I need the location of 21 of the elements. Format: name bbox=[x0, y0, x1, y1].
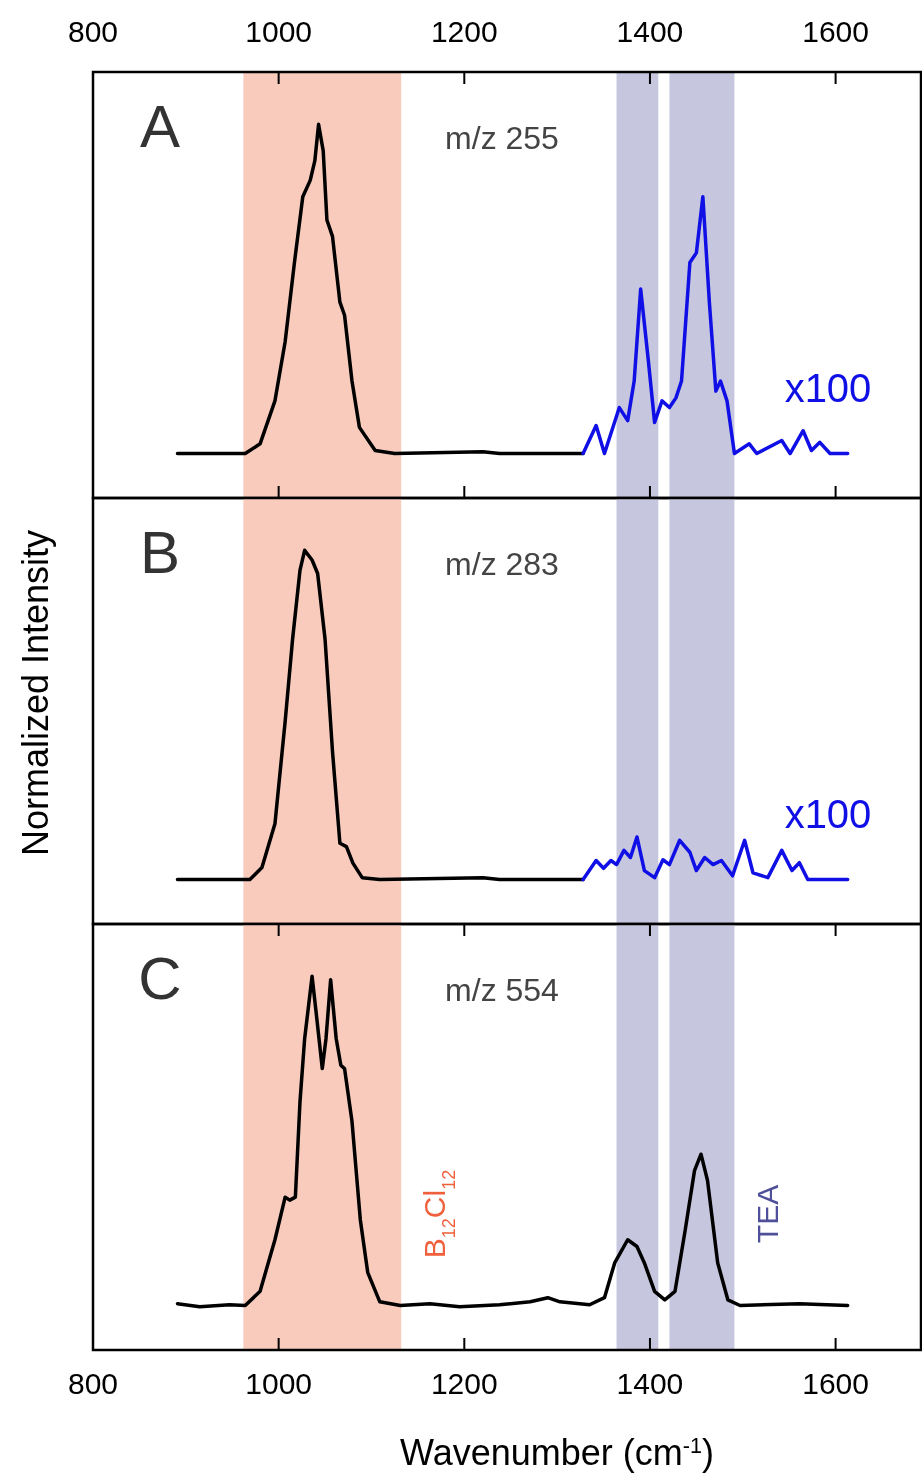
x-axis-title: Wavenumber (cm$^{-1}$) bbox=[400, 1432, 714, 1473]
x-tick-label: 1600 bbox=[802, 1367, 869, 1400]
x-tick-label: 1000 bbox=[245, 15, 313, 48]
x-tick-label: 800 bbox=[67, 1367, 119, 1400]
x-tick-label: 1000 bbox=[245, 1367, 313, 1400]
annotation: C bbox=[138, 945, 182, 1012]
annotation: B bbox=[139, 519, 181, 586]
x-tick-label: 1600 bbox=[802, 15, 869, 48]
annotation: x100 bbox=[784, 366, 872, 410]
y-axis-title: Normalized Intensity bbox=[15, 529, 56, 857]
annotation: m/z 283 bbox=[445, 546, 559, 582]
x-tick-label: 1400 bbox=[616, 1367, 684, 1400]
band-label: TEA bbox=[751, 1184, 785, 1244]
annotation: x100 bbox=[784, 792, 872, 836]
x-tick-label: 1400 bbox=[616, 15, 684, 48]
annotation: m/z 554 bbox=[445, 972, 559, 1008]
x-tick-label: 1200 bbox=[430, 1367, 498, 1400]
annotation: m/z 255 bbox=[445, 120, 559, 156]
x-tick-label: 1200 bbox=[430, 15, 498, 48]
x-tick-label: 800 bbox=[67, 15, 119, 48]
annotation: A bbox=[139, 93, 181, 160]
